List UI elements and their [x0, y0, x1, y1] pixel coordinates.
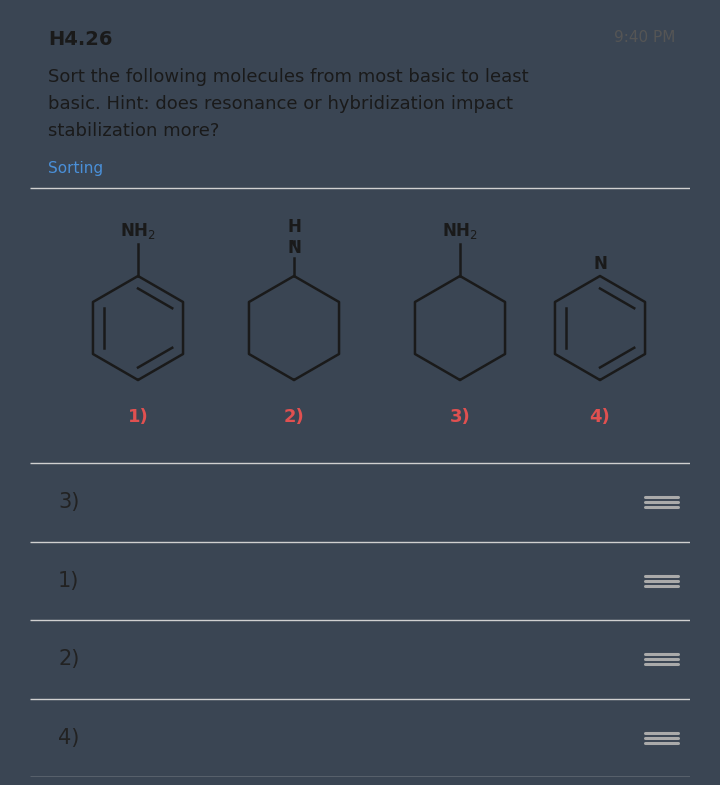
- Text: N: N: [593, 255, 607, 273]
- Text: N: N: [287, 239, 301, 257]
- Text: 1): 1): [127, 408, 148, 426]
- Text: 4): 4): [590, 408, 611, 426]
- Text: NH$_2$: NH$_2$: [120, 221, 156, 241]
- Text: Sort the following molecules from most basic to least: Sort the following molecules from most b…: [48, 68, 528, 86]
- Text: H: H: [287, 218, 301, 236]
- Text: stabilization more?: stabilization more?: [48, 122, 220, 140]
- Text: 3): 3): [58, 492, 79, 513]
- Text: 2): 2): [58, 649, 79, 670]
- Text: 9:40 PM: 9:40 PM: [613, 30, 675, 45]
- Text: 4): 4): [58, 728, 79, 748]
- Text: 3): 3): [449, 408, 470, 426]
- Text: 2): 2): [284, 408, 305, 426]
- Text: H4.26: H4.26: [48, 30, 112, 49]
- Text: Sorting: Sorting: [48, 161, 103, 176]
- Text: 1): 1): [58, 571, 79, 591]
- Text: NH$_2$: NH$_2$: [442, 221, 478, 241]
- Text: basic. Hint: does resonance or hybridization impact: basic. Hint: does resonance or hybridiza…: [48, 95, 513, 113]
